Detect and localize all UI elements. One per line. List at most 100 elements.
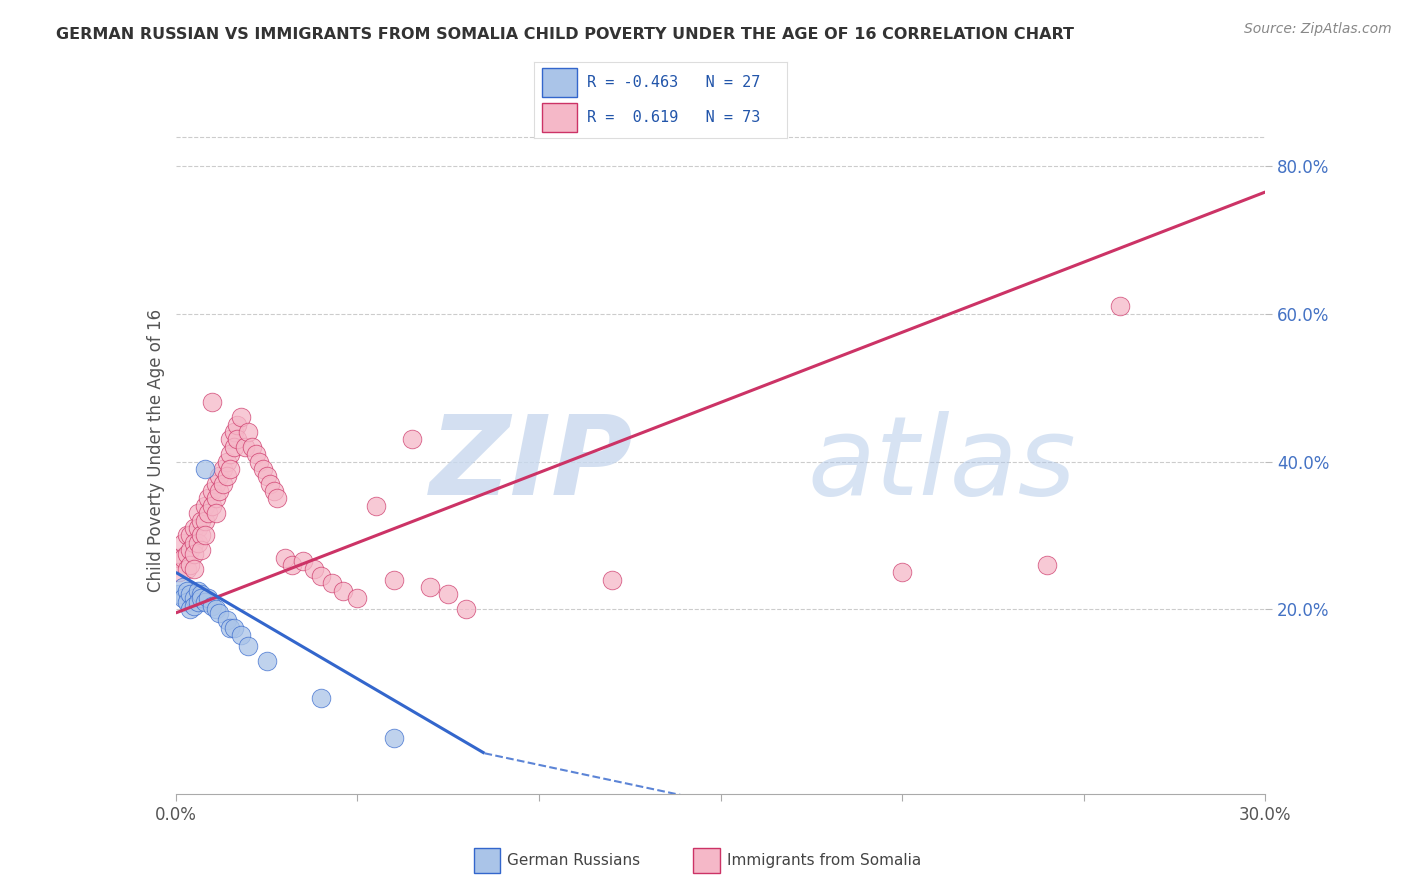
Point [194, 462, 217, 476]
Point [382, 573, 405, 587]
Point [201, 484, 224, 499]
Point [247, 454, 270, 468]
Text: R =  0.619   N = 73: R = 0.619 N = 73 [588, 111, 761, 125]
Point [190, 514, 212, 528]
Point [302, 561, 325, 575]
Point [183, 599, 205, 613]
Y-axis label: Child Poverty Under the Age of 16: Child Poverty Under the Age of 16 [146, 309, 165, 592]
Point [321, 576, 343, 591]
Point [201, 599, 224, 613]
Point [179, 558, 201, 572]
Point [208, 484, 231, 499]
Point [274, 550, 297, 565]
Point [194, 528, 217, 542]
Point [419, 580, 441, 594]
Point [169, 587, 191, 601]
Bar [541, 103, 578, 132]
Point [346, 591, 368, 606]
Point [291, 554, 314, 568]
Text: ZIP: ZIP [430, 410, 633, 517]
Bar [474, 848, 501, 873]
Point [186, 535, 209, 549]
Point [172, 580, 194, 594]
Point [231, 628, 253, 642]
Point [219, 462, 242, 476]
Point [245, 447, 267, 461]
Point [222, 425, 245, 439]
Point [172, 591, 194, 606]
Point [172, 550, 194, 565]
Point [194, 595, 217, 609]
Text: R = -0.463   N = 27: R = -0.463 N = 27 [588, 75, 761, 90]
Point [183, 591, 205, 606]
Point [1109, 300, 1132, 314]
Point [172, 535, 194, 549]
Point [226, 433, 249, 447]
Point [204, 506, 226, 520]
Point [891, 566, 914, 580]
Point [190, 587, 212, 601]
Point [183, 521, 205, 535]
Point [197, 506, 219, 520]
Point [179, 587, 201, 601]
Point [226, 417, 249, 432]
Point [364, 499, 387, 513]
Point [332, 583, 354, 598]
Text: German Russians: German Russians [508, 854, 640, 868]
Point [456, 602, 478, 616]
Point [252, 462, 274, 476]
Point [215, 454, 238, 468]
Point [186, 521, 209, 535]
Point [238, 639, 260, 653]
Point [204, 602, 226, 616]
Point [382, 731, 405, 746]
Point [401, 433, 423, 447]
Point [179, 528, 201, 542]
Point [176, 528, 198, 542]
Point [176, 595, 198, 609]
Bar [693, 848, 720, 873]
Point [208, 469, 231, 483]
Point [231, 410, 253, 425]
Point [201, 395, 224, 409]
Bar [541, 68, 578, 96]
Point [186, 595, 209, 609]
Point [240, 440, 263, 454]
Point [176, 583, 198, 598]
Point [208, 606, 231, 620]
Point [281, 558, 304, 572]
Point [169, 566, 191, 580]
Point [179, 602, 201, 616]
Point [222, 621, 245, 635]
Point [176, 561, 198, 575]
Text: atlas: atlas [807, 410, 1077, 517]
Point [183, 535, 205, 549]
Point [212, 462, 235, 476]
Point [259, 476, 281, 491]
Point [600, 573, 623, 587]
Point [201, 499, 224, 513]
Point [190, 591, 212, 606]
Point [263, 484, 285, 499]
Point [204, 476, 226, 491]
Point [204, 491, 226, 506]
Point [222, 440, 245, 454]
Point [219, 621, 242, 635]
Point [197, 491, 219, 506]
Point [186, 583, 209, 598]
Point [197, 591, 219, 606]
Text: GERMAN RUSSIAN VS IMMIGRANTS FROM SOMALIA CHILD POVERTY UNDER THE AGE OF 16 CORR: GERMAN RUSSIAN VS IMMIGRANTS FROM SOMALI… [56, 27, 1074, 42]
Point [169, 550, 191, 565]
Point [183, 547, 205, 561]
Point [238, 425, 260, 439]
Point [219, 447, 242, 461]
Point [212, 476, 235, 491]
Point [1036, 558, 1059, 572]
Point [219, 433, 242, 447]
Point [194, 499, 217, 513]
Point [179, 543, 201, 558]
Point [190, 528, 212, 542]
Point [215, 613, 238, 627]
Point [194, 514, 217, 528]
Point [183, 561, 205, 575]
